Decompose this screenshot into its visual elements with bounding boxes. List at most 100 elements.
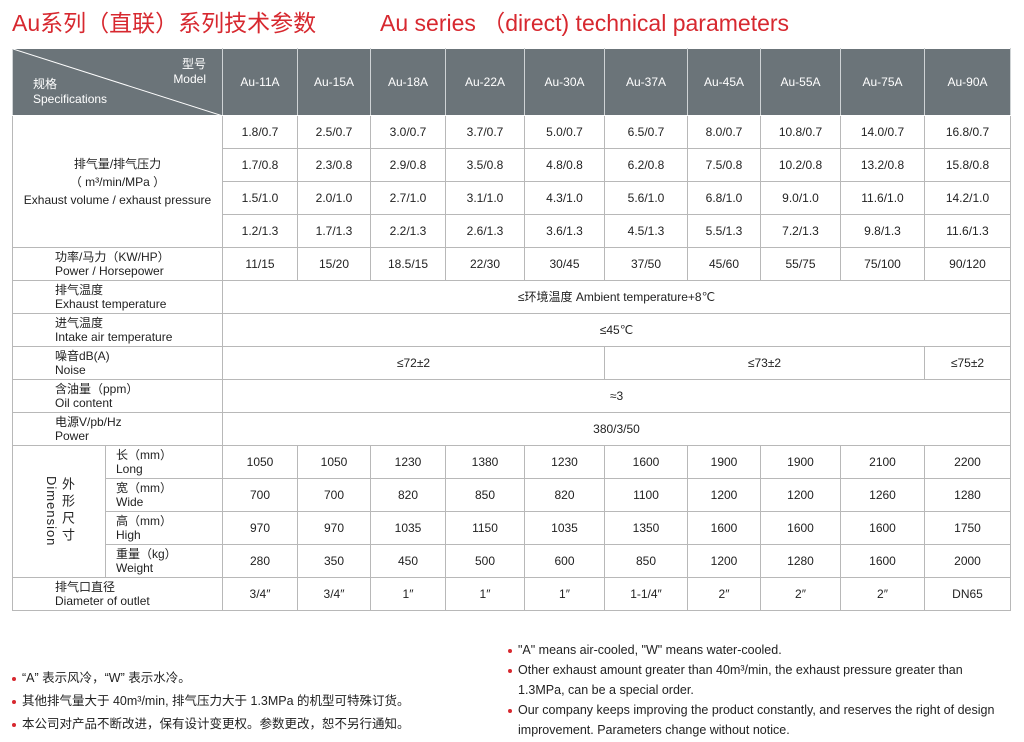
table-cell: 700 <box>222 478 298 512</box>
label-cn: 噪音dB(A) <box>55 349 110 363</box>
table-cell: 1.7/1.3 <box>297 214 371 248</box>
table-cell: 2200 <box>924 445 1011 479</box>
table-cell: 5.6/1.0 <box>604 181 688 215</box>
table-cell: 2″ <box>760 577 841 611</box>
table-cell: 2.0/1.0 <box>297 181 371 215</box>
note-item: Other exhaust amount greater than 40m³/m… <box>508 660 1008 700</box>
table-cell: 700 <box>297 478 371 512</box>
table-cell: 1200 <box>760 478 841 512</box>
table-cell: 1230 <box>524 445 605 479</box>
table-cell: 13.2/0.8 <box>840 148 925 182</box>
table-cell: 350 <box>297 544 371 578</box>
table-cell: 16.8/0.7 <box>924 115 1011 149</box>
table-cell: ≤45℃ <box>222 313 1011 347</box>
table-cell: 8.0/0.7 <box>687 115 761 149</box>
table-cell: 1200 <box>687 544 761 578</box>
table-cell: 1600 <box>840 511 925 545</box>
row-label: 噪音dB(A) Noise <box>12 346 223 380</box>
table-cell: 1-1/4″ <box>604 577 688 611</box>
notes-en: "A" means air-cooled, "W" means water-co… <box>508 640 1008 740</box>
table-cell: 2100 <box>840 445 925 479</box>
label-cn: 排气口直径 <box>55 580 116 594</box>
label-cn: 功率/马力（KW/HP） <box>55 250 170 264</box>
table-cell: 6.2/0.8 <box>604 148 688 182</box>
model-header: Au-55A <box>760 48 841 116</box>
note-item: 本公司对产品不断改进，保有设计变更权。参数更改，恕不另行通知。 <box>12 714 410 734</box>
table-cell: 11.6/1.0 <box>840 181 925 215</box>
table-cell: 11/15 <box>222 247 298 281</box>
table-cell: 970 <box>222 511 298 545</box>
table-cell: 1″ <box>524 577 605 611</box>
table-cell: 2.2/1.3 <box>370 214 446 248</box>
table-cell: 1280 <box>760 544 841 578</box>
spec-table: 型号 Model 规格 Specifications Au-11A Au-15A Au-18… <box>12 48 1011 611</box>
table-cell: 1380 <box>445 445 525 479</box>
table-cell: 1100 <box>604 478 688 512</box>
dimension-cn: 外形尺寸 <box>60 477 75 546</box>
table-cell: 2.9/0.8 <box>370 148 446 182</box>
label-cn: 排气温度 <box>55 283 104 297</box>
table-cell: 30/45 <box>524 247 605 281</box>
table-cell: 1280 <box>924 478 1011 512</box>
table-cell: 18.5/15 <box>370 247 446 281</box>
table-cell: 22/30 <box>445 247 525 281</box>
table-cell: 5.0/0.7 <box>524 115 605 149</box>
table-cell: 2.3/0.8 <box>297 148 371 182</box>
table-cell: 3/4″ <box>297 577 371 611</box>
table-cell: 2″ <box>687 577 761 611</box>
model-header: Au-37A <box>604 48 688 116</box>
label-cn: 重量（kg） <box>116 547 177 561</box>
table-cell: 1″ <box>370 577 446 611</box>
table-cell: 45/60 <box>687 247 761 281</box>
table-cell: 1.5/1.0 <box>222 181 298 215</box>
model-header: Au-11A <box>222 48 298 116</box>
table-cell: 820 <box>524 478 605 512</box>
title-en: Au series （direct) technical parameters <box>380 10 790 36</box>
table-cell: 15.8/0.8 <box>924 148 1011 182</box>
label-en: Noise <box>55 363 86 377</box>
spec-en: Specifications <box>33 92 108 106</box>
table-cell: 9.0/1.0 <box>760 181 841 215</box>
table-cell: 1″ <box>445 577 525 611</box>
table-cell: 3.1/1.0 <box>445 181 525 215</box>
label-unit: （ m³/min/MPa ） <box>69 174 166 189</box>
row-label-exhaust: 排气量/排气压力 （ m³/min/MPa ） Exhaust volume / e… <box>12 115 223 248</box>
model-header: Au-22A <box>445 48 525 116</box>
table-cell: 90/120 <box>924 247 1011 281</box>
table-cell: 500 <box>445 544 525 578</box>
table-cell: 1035 <box>524 511 605 545</box>
table-cell: 10.2/0.8 <box>760 148 841 182</box>
table-cell: 2″ <box>840 577 925 611</box>
table-cell: ≤75±2 <box>924 346 1011 380</box>
label-cn: 高（mm） <box>116 514 172 528</box>
model-header: Au-15A <box>297 48 371 116</box>
table-cell: 1050 <box>222 445 298 479</box>
model-cn: 型号 <box>181 57 206 71</box>
table-cell: 380/3/50 <box>222 412 1011 446</box>
table-cell: 5.5/1.3 <box>687 214 761 248</box>
table-cell: 14.0/0.7 <box>840 115 925 149</box>
label-cn: 进气温度 <box>55 316 104 330</box>
note-item: “A” 表示风冷，“W” 表示水冷。 <box>12 668 410 688</box>
title-cn: Au系列（直联）系列技术参数 <box>12 10 317 36</box>
row-label: 排气温度 Exhaust temperature <box>12 280 223 314</box>
label-cn: 含油量（ppm） <box>55 382 139 396</box>
model-header: Au-45A <box>687 48 761 116</box>
model-header: Au-30A <box>524 48 605 116</box>
label-en: Power / Horsepower <box>55 264 164 278</box>
label-cn: 电源V/pb/Hz <box>55 415 122 429</box>
label-en: Power <box>55 429 90 443</box>
table-cell: 1200 <box>687 478 761 512</box>
label-cn: 排气量/排气压力 <box>73 156 162 171</box>
table-cell: 2.6/1.3 <box>445 214 525 248</box>
table-cell: 280 <box>222 544 298 578</box>
diagonal-line <box>13 49 223 116</box>
table-cell: 55/75 <box>760 247 841 281</box>
table-cell: 1900 <box>687 445 761 479</box>
table-cell: 6.8/1.0 <box>687 181 761 215</box>
dimension-label: Dimension 外形尺寸 <box>12 445 106 578</box>
table-cell: 7.5/0.8 <box>687 148 761 182</box>
table-cell: 850 <box>445 478 525 512</box>
table-cell: 850 <box>604 544 688 578</box>
table-cell: 1900 <box>760 445 841 479</box>
